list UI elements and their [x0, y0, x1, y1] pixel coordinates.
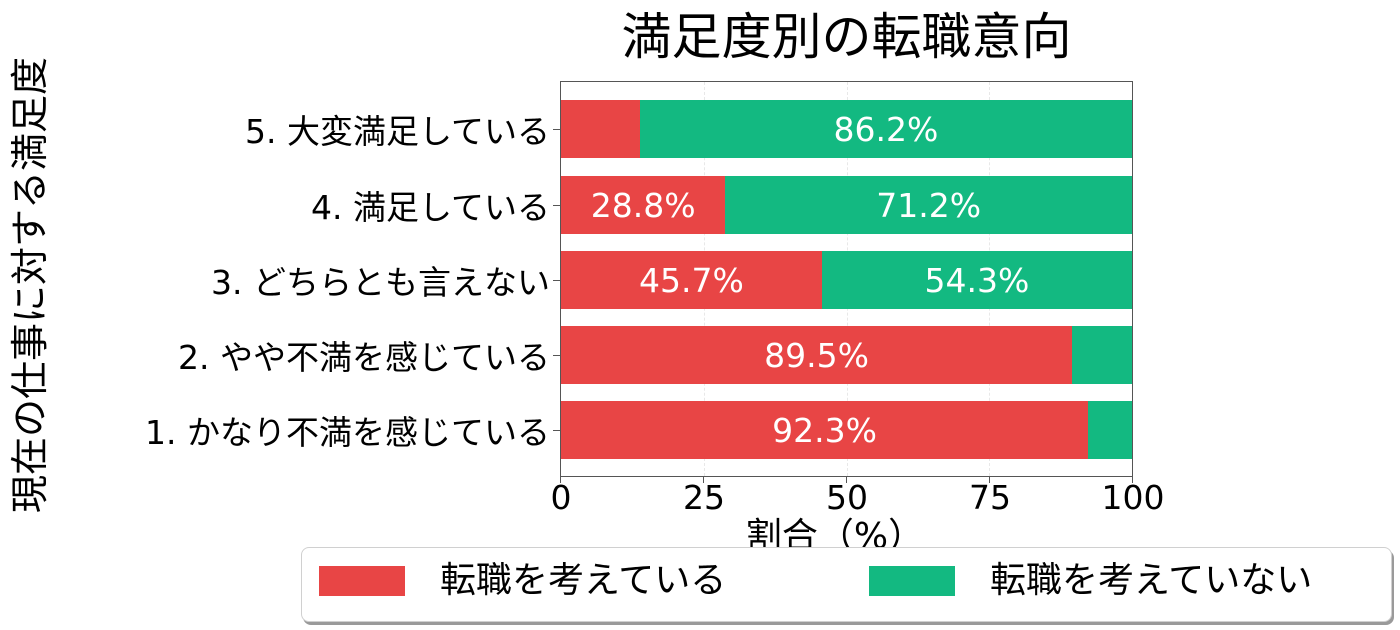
x-tick-label: 50: [826, 478, 868, 517]
bar-segment-considering: 89.5%: [561, 326, 1073, 384]
y-tick-mark: [553, 129, 560, 130]
x-tick-label: 75: [969, 478, 1011, 517]
bar-segment-considering: 28.8%: [561, 176, 726, 234]
bar-segment-not-considering: 86.2%: [639, 100, 1132, 158]
x-tick-mark: [989, 477, 990, 483]
bar-segment-not-considering: 54.3%: [821, 251, 1132, 309]
y-tick-label: 4. 満足している: [311, 188, 550, 227]
plot-area: 86.2% 28.8% 71.2% 45.7% 54.3% 89.5% 92.3…: [560, 81, 1133, 477]
y-axis-label-container: 現在の仕事に対する満足度: [0, 0, 60, 570]
legend-swatch-not-considering: [869, 566, 955, 596]
y-tick-label: 5. 大変満足している: [245, 112, 550, 151]
y-tick-label: 1. かなり不満を感じている: [145, 413, 550, 452]
bar-segment-considering: 92.3%: [561, 401, 1089, 459]
bar-row: 92.3%: [561, 401, 1132, 459]
x-tick-mark: [703, 477, 704, 483]
y-tick-label: 3. どちらとも言えない: [211, 263, 550, 302]
x-tick-mark: [1132, 477, 1133, 483]
bar-segment-not-considering: [1072, 326, 1132, 384]
y-tick-mark: [553, 355, 560, 356]
bar-row: 28.8% 71.2%: [561, 176, 1132, 234]
legend-label-considering: 転職を考えている: [440, 560, 727, 601]
bar-segment-not-considering: 71.2%: [725, 176, 1132, 234]
bar-segment-considering: 45.7%: [561, 251, 822, 309]
bar-row: 45.7% 54.3%: [561, 251, 1132, 309]
bar-row: 86.2%: [561, 100, 1132, 158]
x-axis-label: 割合（%）: [745, 516, 925, 547]
bar-segment-not-considering: [1088, 401, 1132, 459]
y-tick-mark: [553, 430, 560, 431]
x-tick-label: 100: [1101, 478, 1165, 517]
legend-label-not-considering: 転職を考えていない: [990, 560, 1313, 601]
legend-swatch-considering: [319, 566, 405, 596]
x-tick-mark: [846, 477, 847, 483]
y-tick-mark: [553, 280, 560, 281]
legend: 転職を考えている 転職を考えていない: [301, 547, 1392, 622]
bar-segment-considering: [561, 100, 640, 158]
y-axis-label: 現在の仕事に対する満足度: [8, 56, 52, 514]
bar-row: 89.5%: [561, 326, 1132, 384]
x-tick-label: 0: [550, 478, 572, 517]
x-tick-mark: [560, 477, 561, 483]
y-tick-mark: [553, 205, 560, 206]
y-tick-label: 2. やや不満を感じている: [178, 338, 550, 377]
x-tick-label: 25: [683, 478, 725, 517]
chart-title: 満足度別の転職意向: [621, 8, 1072, 66]
